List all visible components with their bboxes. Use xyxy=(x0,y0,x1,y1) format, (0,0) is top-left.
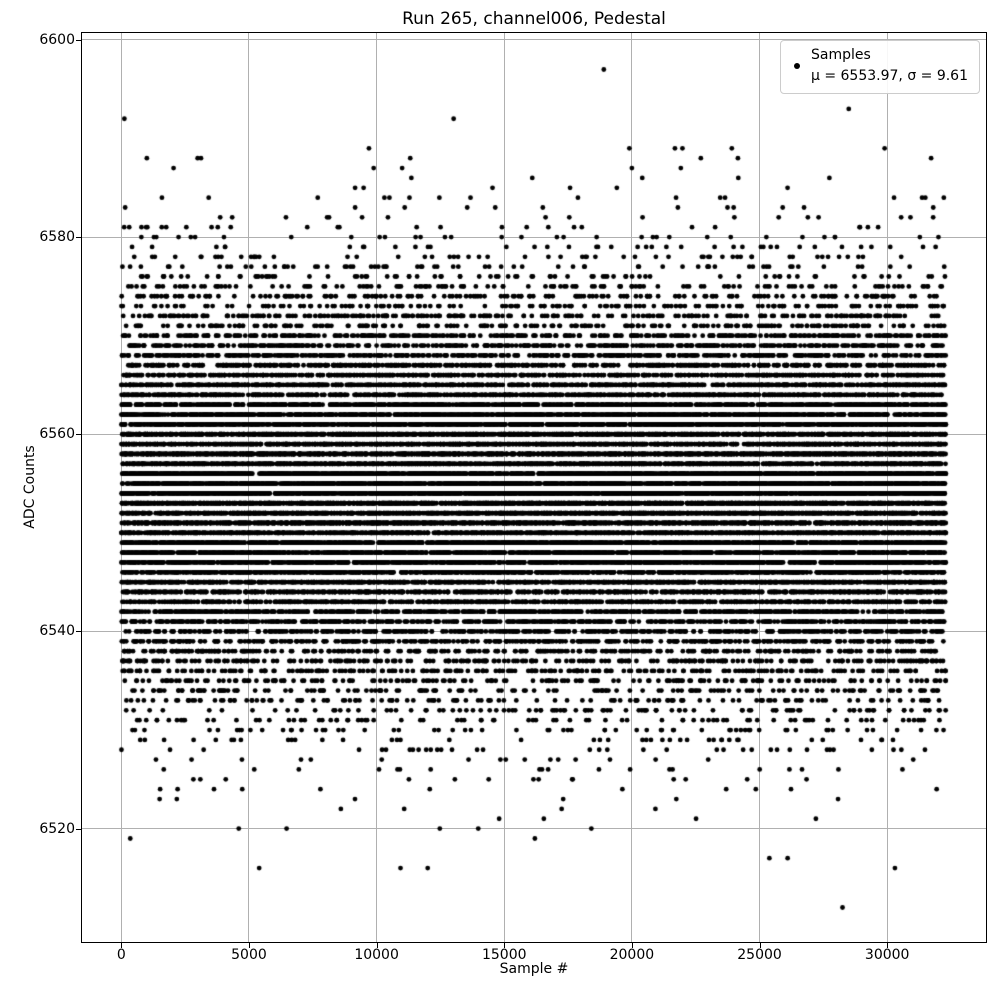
chart-title: Run 265, channel006, Pedestal xyxy=(402,9,666,29)
y-tick-mark xyxy=(76,434,81,436)
y-tick-label: 6540 xyxy=(39,623,75,640)
legend-marker-dot-icon xyxy=(793,63,800,69)
legend-series-label: Samples xyxy=(810,47,871,63)
x-tick-label: 10000 xyxy=(354,947,399,963)
y-tick-label: 6520 xyxy=(39,820,75,837)
legend-stats-label: μ = 6553.97, σ = 9.61 xyxy=(810,68,968,84)
plot-area: Samples μ = 6553.97, σ = 9.61 xyxy=(81,32,987,943)
x-tick-mark xyxy=(504,943,506,948)
y-axis-label: ADC Counts xyxy=(22,445,38,529)
x-tick-label: 15000 xyxy=(481,947,527,963)
x-tick-label: 5000 xyxy=(231,947,267,963)
scatter-canvas xyxy=(82,33,986,942)
x-tick-mark xyxy=(887,943,889,948)
y-tick-mark xyxy=(76,828,81,830)
y-tick-label: 6580 xyxy=(39,229,75,246)
x-tick-mark xyxy=(631,943,633,948)
x-tick-label: 25000 xyxy=(737,947,782,963)
x-tick-label: 30000 xyxy=(864,947,910,963)
legend: Samples μ = 6553.97, σ = 9.61 xyxy=(779,40,980,94)
x-tick-mark xyxy=(248,943,250,948)
y-tick-mark xyxy=(76,39,81,41)
x-tick-label: 20000 xyxy=(609,947,655,963)
y-tick-mark xyxy=(76,631,81,633)
y-tick-mark xyxy=(76,237,81,239)
x-tick-mark xyxy=(376,943,378,948)
y-tick-label: 6560 xyxy=(39,426,75,443)
x-tick-mark xyxy=(759,943,761,948)
x-tick-label: 0 xyxy=(116,947,126,963)
x-tick-mark xyxy=(121,943,123,948)
y-tick-label: 6600 xyxy=(39,31,75,48)
x-axis-label: Sample # xyxy=(499,961,569,977)
